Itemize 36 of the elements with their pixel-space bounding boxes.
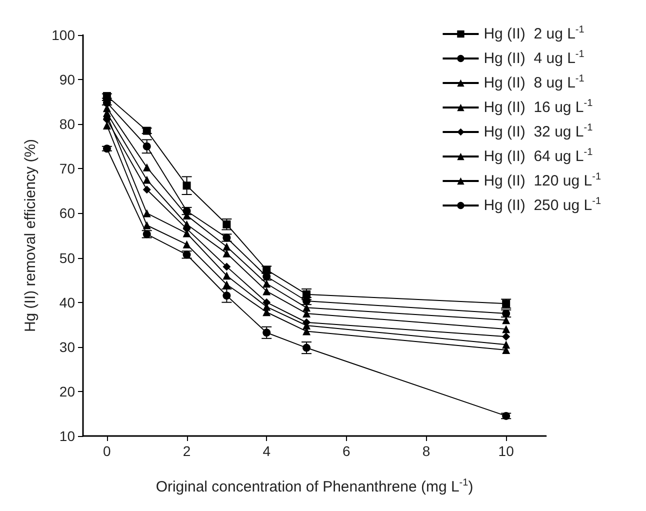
point [222, 292, 231, 300]
point [142, 163, 151, 172]
point [142, 142, 151, 150]
y-tick-label: 50 [59, 250, 76, 266]
x-tick-label: 2 [182, 443, 191, 459]
y-tick-label: 90 [59, 72, 76, 88]
y-tick-label: 30 [59, 338, 76, 355]
point [502, 332, 510, 341]
x-tick-label: 6 [342, 443, 351, 459]
y-tick-label: 10 [59, 428, 76, 444]
point [222, 280, 231, 289]
point [182, 182, 191, 190]
point [222, 242, 231, 251]
point [142, 186, 151, 194]
point [142, 176, 151, 184]
point [182, 240, 191, 248]
y-tick-label: 60 [59, 205, 76, 222]
x-tick-label: 4 [262, 443, 271, 459]
y-tick-label: 70 [59, 160, 76, 177]
point [142, 221, 151, 230]
x-tick-label: 8 [422, 443, 430, 459]
y-axis-title: Hg (II) removal efficiency (%) [22, 138, 39, 332]
x-tick-label: 10 [498, 443, 514, 459]
point [302, 344, 311, 352]
y-tick-label: 100 [52, 27, 76, 43]
x-tick-label: 0 [103, 443, 112, 459]
point [502, 325, 510, 334]
y-tick-label: 80 [59, 116, 76, 132]
point [262, 328, 271, 337]
point [222, 262, 231, 271]
point [262, 287, 271, 296]
point [262, 280, 271, 288]
y-tick-label: 40 [59, 294, 76, 310]
point [142, 209, 151, 218]
point [222, 272, 231, 280]
y-tick-label: 20 [59, 383, 76, 400]
